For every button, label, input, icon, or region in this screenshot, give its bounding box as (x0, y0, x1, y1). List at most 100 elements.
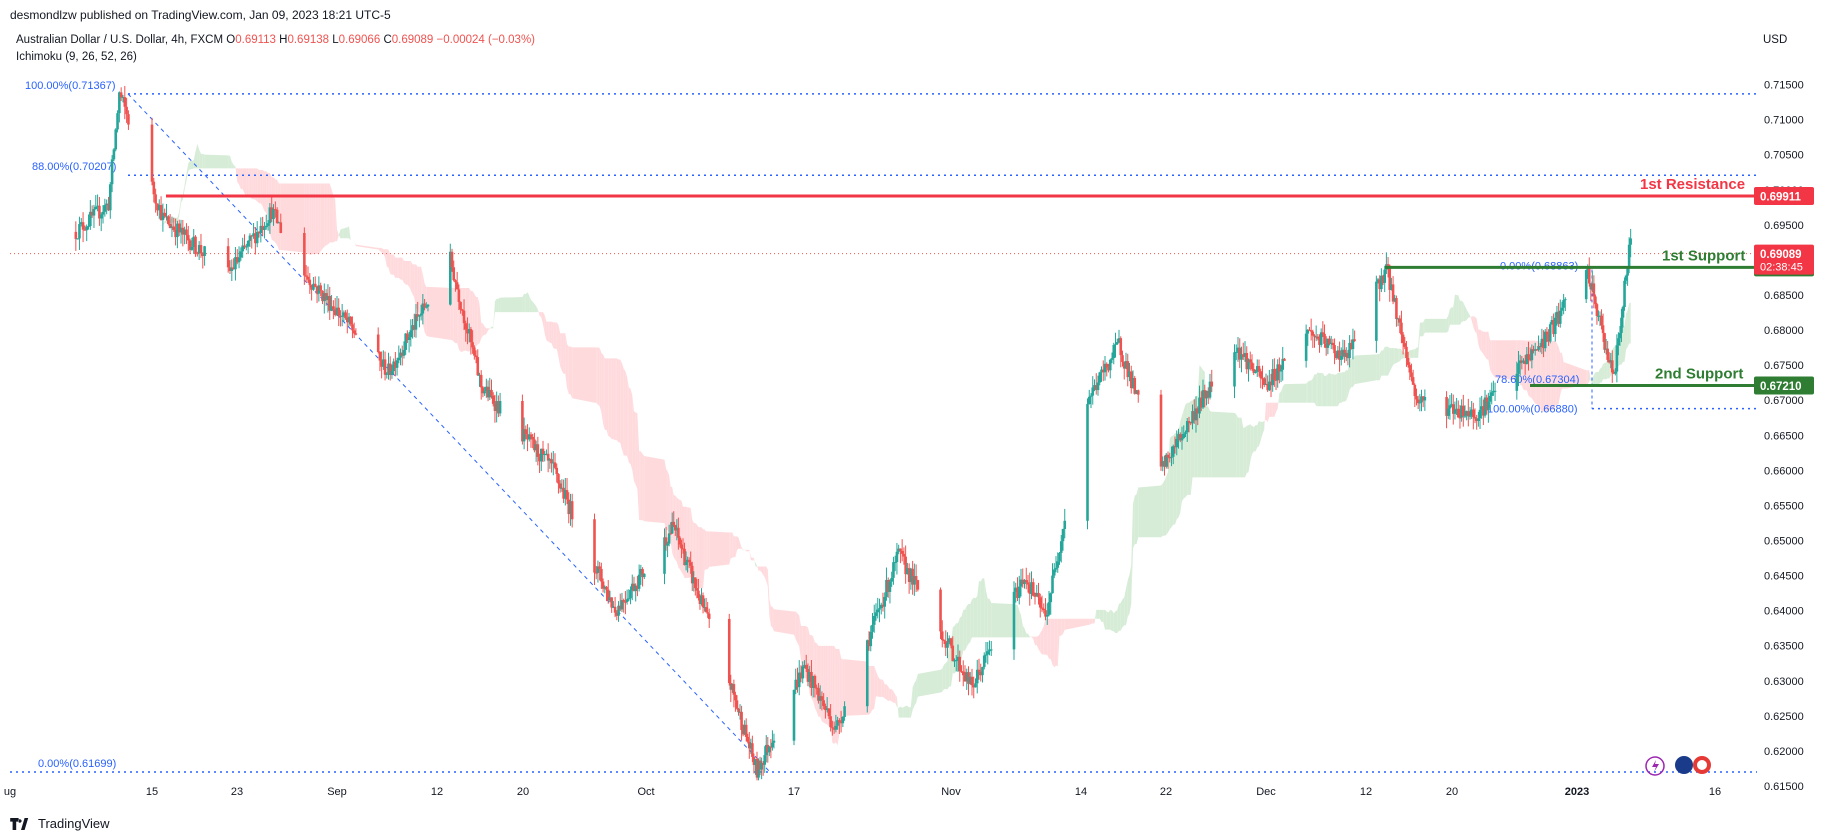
cloud-segment (1331, 373, 1333, 407)
candle (893, 555, 897, 572)
cloud-segment (909, 706, 911, 718)
candle (416, 301, 419, 322)
candle-body (1453, 409, 1457, 414)
candle-body (879, 604, 883, 609)
candle-body (352, 330, 356, 334)
cloud-segment (1101, 609, 1104, 622)
y-tick-label: 0.71500 (1764, 80, 1804, 92)
candle-body (1456, 408, 1460, 418)
candle-body (179, 227, 183, 233)
y-tick-label: 0.68000 (1764, 325, 1804, 337)
candle-body (752, 756, 756, 765)
cloud-segment (338, 229, 341, 239)
candle-body (763, 755, 767, 765)
candle-body (418, 315, 421, 317)
candle-body (968, 676, 972, 684)
cloud-segment (527, 292, 530, 313)
cloud-segment (1056, 618, 1058, 667)
cloud-segment (1028, 633, 1030, 638)
candle (96, 194, 99, 212)
candle (754, 758, 757, 775)
candle-body (1557, 311, 1560, 324)
candle (385, 372, 389, 379)
candle (196, 251, 199, 257)
candle (731, 683, 734, 693)
candle (1465, 410, 1468, 421)
cloud-segment (1332, 373, 1335, 407)
candle (1467, 398, 1470, 427)
cloud-segment (1454, 294, 1457, 325)
candle-body (689, 562, 693, 566)
candle (1051, 563, 1054, 594)
candle-body (754, 758, 757, 765)
candle-body (226, 246, 230, 268)
candle-body (1416, 399, 1420, 404)
candle (771, 730, 774, 751)
cloud-segment (1266, 402, 1268, 423)
cloud-segment (529, 295, 531, 313)
candle (161, 203, 165, 232)
cloud-segment (1241, 417, 1244, 478)
candle (176, 220, 179, 249)
ichimoku-legend[interactable]: Ichimoku (9, 26, 52, 26) (16, 51, 137, 63)
candle-body (876, 609, 880, 613)
candle-body (801, 666, 805, 679)
candle-body (483, 391, 486, 394)
candle-body (174, 229, 177, 238)
candle-body (304, 275, 308, 277)
cloud-segment (1336, 372, 1338, 407)
candle (1245, 346, 1249, 374)
cloud-segment (606, 358, 609, 436)
candle (1040, 595, 1044, 612)
candle-body (1518, 360, 1522, 364)
candle (1339, 347, 1343, 366)
candle (689, 551, 693, 574)
candle (615, 610, 619, 621)
candle (953, 658, 956, 667)
candle-body (1390, 284, 1393, 290)
price-badge-bg (1754, 376, 1814, 395)
candle-body (1086, 404, 1089, 521)
candle (1087, 389, 1091, 405)
candle-body (1269, 381, 1273, 386)
candle (1383, 265, 1387, 293)
candle (622, 598, 625, 613)
candle-body (1159, 394, 1163, 467)
candle-body (869, 631, 873, 647)
candle (1038, 593, 1042, 618)
cloud-segment (568, 346, 571, 395)
candle (546, 443, 550, 473)
candle-body (772, 740, 776, 743)
candle-body (1268, 381, 1271, 391)
candle-body (1334, 353, 1338, 359)
candle (965, 668, 969, 690)
candle-body (1264, 383, 1268, 385)
cloud-segment (1129, 564, 1132, 614)
candle (1535, 349, 1539, 351)
cloud-segment (558, 325, 561, 367)
cloud-segment (596, 347, 598, 405)
candle (909, 567, 913, 590)
candle (1413, 383, 1417, 408)
x-tick-label: Dec (1256, 786, 1276, 798)
cloud-segment (1115, 609, 1118, 634)
candle (1012, 581, 1016, 660)
candle (474, 350, 478, 364)
candle-body (245, 246, 248, 248)
cloud-segment (1598, 368, 1600, 386)
cloud-segment (701, 527, 704, 589)
candle-body (617, 605, 620, 616)
candle (1236, 336, 1240, 362)
candle-body (1257, 366, 1261, 372)
cloud-segment (202, 153, 205, 169)
cloud-segment (1561, 352, 1564, 389)
candle-body (337, 307, 341, 316)
cloud-segment (498, 297, 501, 313)
candle-body (1271, 369, 1274, 386)
cloud-segment (755, 562, 757, 567)
candle-body (312, 283, 315, 290)
candle (1560, 301, 1564, 316)
cloud-segment (620, 359, 622, 450)
price-chart[interactable]: 0.715000.710000.705000.700000.695000.690… (0, 0, 1832, 800)
symbol-name[interactable]: Australian Dollar / U.S. Dollar, 4h, FXC… (16, 34, 224, 46)
